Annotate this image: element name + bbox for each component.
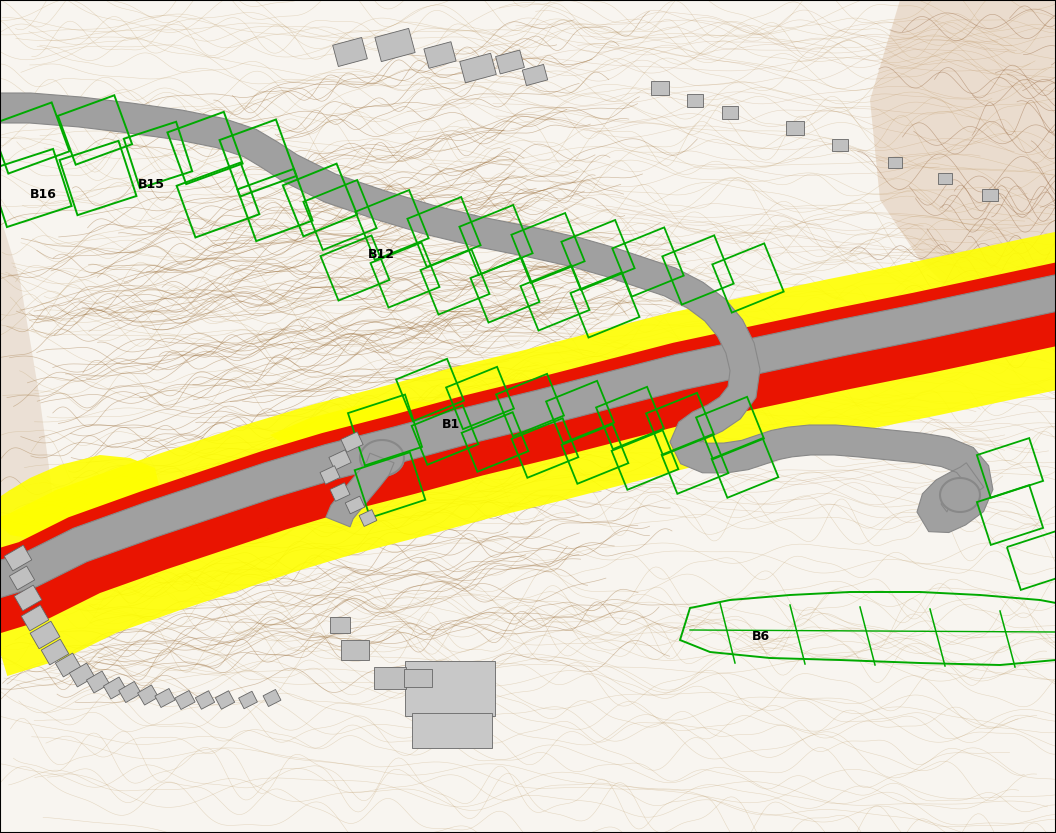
Polygon shape [263,690,281,706]
Polygon shape [326,453,394,526]
Polygon shape [404,669,432,687]
Polygon shape [423,42,456,68]
Polygon shape [412,712,492,747]
Polygon shape [459,53,496,82]
Polygon shape [870,0,1056,310]
Polygon shape [0,259,1056,635]
Polygon shape [0,93,993,532]
Polygon shape [0,229,1056,676]
Text: B16: B16 [30,188,57,201]
Polygon shape [320,466,340,484]
Polygon shape [215,691,234,709]
Text: B6: B6 [752,630,770,643]
Polygon shape [195,691,214,709]
Polygon shape [888,157,902,167]
Polygon shape [21,605,49,631]
Polygon shape [940,478,980,512]
Text: B1: B1 [442,418,460,431]
Polygon shape [329,617,350,633]
Text: B15: B15 [138,178,165,191]
Polygon shape [832,139,848,151]
Polygon shape [103,677,127,699]
Polygon shape [328,450,351,470]
Polygon shape [118,681,142,702]
Polygon shape [270,400,460,455]
Polygon shape [375,28,415,62]
Polygon shape [137,685,158,705]
Polygon shape [333,37,367,67]
Polygon shape [938,172,953,183]
Text: B12: B12 [367,248,395,261]
Polygon shape [331,483,350,501]
Polygon shape [87,671,110,693]
Polygon shape [406,661,495,716]
Polygon shape [31,621,60,649]
Polygon shape [523,64,548,86]
Polygon shape [495,50,525,74]
Polygon shape [722,106,738,118]
Polygon shape [10,566,35,590]
Polygon shape [359,510,377,526]
Polygon shape [0,271,1056,602]
Polygon shape [786,121,804,135]
Polygon shape [155,689,175,707]
Polygon shape [341,431,363,452]
Polygon shape [55,653,80,677]
Polygon shape [345,496,364,514]
Polygon shape [14,585,42,611]
Polygon shape [70,663,95,687]
Polygon shape [41,639,69,665]
Polygon shape [239,691,258,709]
Polygon shape [374,667,406,689]
Polygon shape [982,189,998,201]
Polygon shape [650,81,670,95]
Polygon shape [360,440,404,476]
Polygon shape [175,691,195,710]
Polygon shape [4,545,32,571]
Polygon shape [0,455,161,540]
Polygon shape [341,640,369,660]
Polygon shape [0,200,60,600]
Polygon shape [687,93,703,107]
